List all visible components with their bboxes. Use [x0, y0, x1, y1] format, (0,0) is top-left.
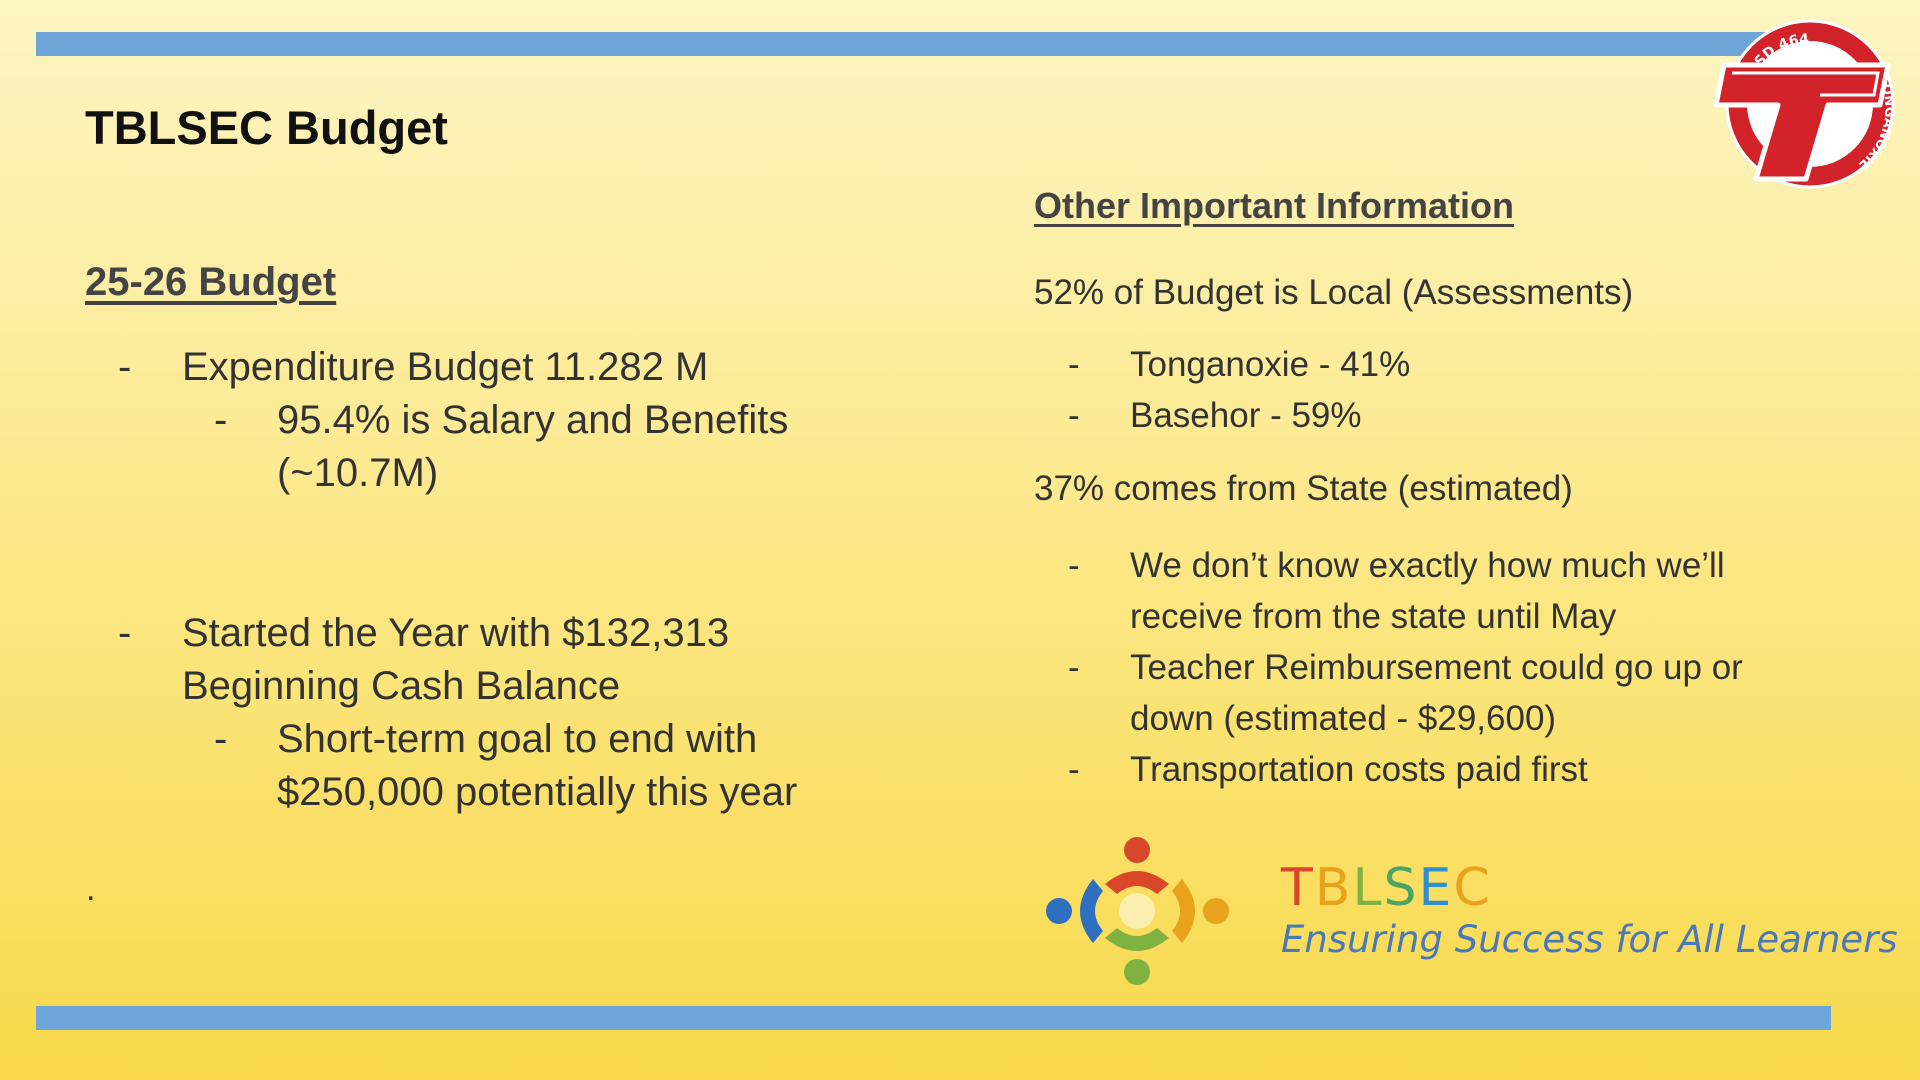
brand-letter: L	[1352, 858, 1384, 918]
stray-period: .	[86, 870, 96, 908]
sub-bullet-text: 95.4% is Salary and Benefits (~10.7M)	[277, 398, 789, 495]
local-breakdown-list: Tonganoxie - 41% Basehor - 59%	[1034, 339, 1834, 441]
budget-list-cash: Started the Year with $132,313 Beginning…	[85, 607, 905, 819]
list-item: Transportation costs paid first	[1034, 744, 1834, 795]
bullet-text: Expenditure Budget 11.282 M	[182, 345, 709, 389]
brand-letter: C	[1453, 858, 1492, 918]
tonganoxie-seal-logo: USD 464 TONGANOXIE	[1713, 19, 1897, 189]
other-info-heading: Other Important Information	[1034, 185, 1514, 226]
local-budget-text: 52% of Budget is Local (Assessments)	[1034, 273, 1634, 312]
sub-bullet-item: 95.4% is Salary and Benefits (~10.7M)	[182, 394, 905, 500]
bullet-text: Started the Year with $132,313 Beginning…	[182, 611, 730, 708]
list-item: Basehor - 59%	[1034, 390, 1834, 441]
brand-name: TBLSEC	[1281, 858, 1492, 918]
list-item: Teacher Reimbursement could go up or dow…	[1034, 642, 1834, 744]
brand-letter: S	[1383, 858, 1419, 918]
state-budget-text: 37% comes from State (estimated)	[1034, 469, 1573, 508]
sub-bullet-item: Short-term goal to end with $250,000 pot…	[182, 713, 905, 819]
brand-letter: B	[1314, 858, 1353, 918]
people-circle-logo-icon	[1046, 837, 1229, 985]
brand-tagline: Ensuring Success for All Learners	[1281, 918, 1898, 961]
sub-bullet-text: Short-term goal to end with $250,000 pot…	[277, 717, 798, 814]
list-item: Tonganoxie - 41%	[1034, 339, 1834, 390]
tblsec-brand: TBLSEC Ensuring Success for All Learners	[1045, 836, 1898, 986]
brand-letter: E	[1418, 858, 1454, 918]
list-item: We don’t know exactly how much we’ll rec…	[1034, 540, 1834, 642]
state-notes-list: We don’t know exactly how much we’ll rec…	[1034, 540, 1834, 795]
budget-heading: 25-26 Budget	[85, 260, 337, 304]
bullet-item: Expenditure Budget 11.282 M 95.4% is Sal…	[85, 341, 905, 500]
bullet-item: Started the Year with $132,313 Beginning…	[85, 607, 905, 819]
other-info-section: Other Important Information 52% of Budge…	[1034, 185, 1834, 795]
brand-letter: T	[1281, 858, 1315, 918]
bottom-accent-bar	[36, 1006, 1831, 1030]
budget-section: 25-26 Budget Expenditure Budget 11.282 M…	[85, 260, 905, 819]
top-accent-bar	[36, 32, 1831, 56]
budget-list-expenditure: Expenditure Budget 11.282 M 95.4% is Sal…	[85, 341, 905, 500]
slide-title: TBLSEC Budget	[85, 101, 448, 154]
